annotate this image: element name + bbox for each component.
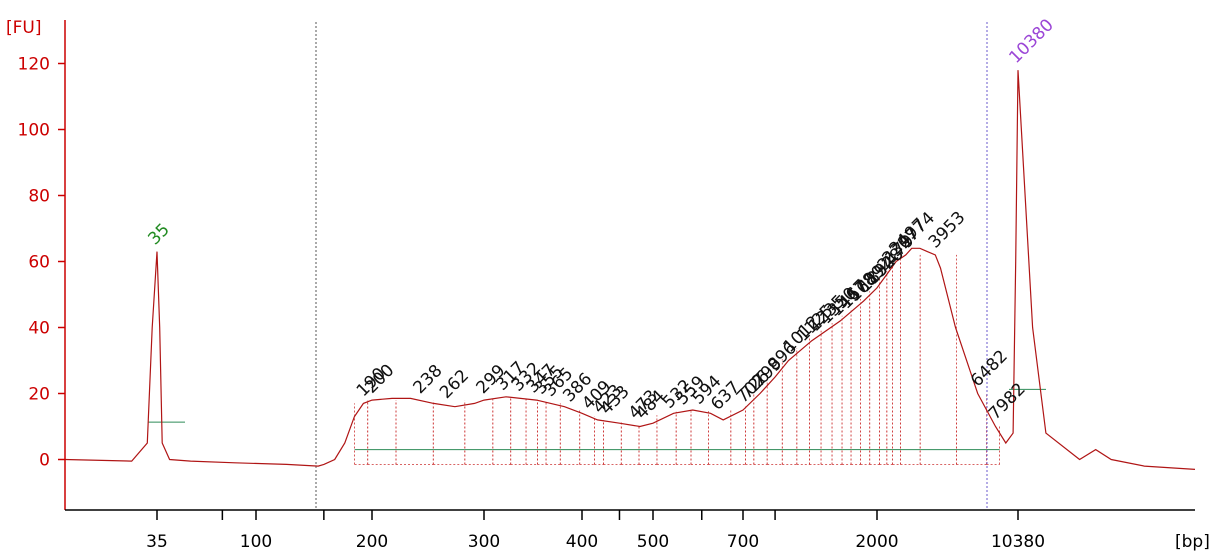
peak-region — [753, 393, 768, 465]
peak-region — [603, 421, 622, 465]
peak-region — [831, 323, 843, 465]
peak-region — [919, 254, 957, 465]
peak-baselines — [148, 388, 1046, 451]
y-tick-label: 100 — [18, 121, 50, 141]
peak-region — [820, 330, 833, 465]
peak-region — [594, 420, 604, 465]
peak-region — [675, 411, 692, 465]
peak-region — [869, 291, 880, 465]
x-tick-label: 400 — [566, 532, 598, 552]
peak-region — [841, 315, 852, 465]
peak-region — [879, 278, 888, 465]
peak-region — [986, 426, 1000, 465]
x-ticks: 35 100 200 300 400 500 700 2000 10380 — [146, 510, 1045, 552]
peak-region — [510, 398, 527, 465]
peak-regions — [354, 254, 1000, 465]
peak-region — [656, 415, 677, 465]
y-tick-label: 80 — [28, 187, 50, 207]
peak-region — [395, 400, 434, 465]
x-tick-label: 300 — [468, 532, 500, 552]
peak-region — [545, 403, 561, 465]
y-tick-label: 120 — [18, 55, 50, 75]
x-tick-label: 700 — [727, 532, 759, 552]
peak-region — [690, 411, 709, 465]
peak-region — [537, 401, 547, 465]
peak-region — [860, 299, 871, 465]
peak-region — [766, 377, 783, 465]
peak-region — [708, 417, 732, 465]
y-ticks: 0 20 40 60 80 100 120 — [18, 55, 65, 471]
peak-region — [730, 409, 746, 465]
axes — [64, 20, 1195, 511]
peak-region — [809, 338, 822, 465]
y-axis-label: [FU] — [6, 18, 42, 38]
marker-label: 10380 — [1005, 15, 1057, 67]
x-tick-label: 10380 — [991, 532, 1045, 552]
y-tick-label: 40 — [28, 319, 50, 339]
x-tick-label: 200 — [356, 532, 388, 552]
peak-region — [781, 359, 798, 465]
x-tick-label: 2000 — [855, 532, 898, 552]
x-tick-label: 100 — [240, 532, 272, 552]
x-tick-label: 500 — [637, 532, 669, 552]
y-tick-label: 0 — [39, 451, 50, 471]
y-tick-label: 20 — [28, 385, 50, 405]
peak-region — [464, 400, 494, 465]
x-tick-label: 35 — [146, 532, 168, 552]
peak-region — [579, 416, 595, 465]
marker-label: 35 — [144, 220, 173, 249]
peak-region — [796, 348, 810, 465]
peak-label: 6482 — [967, 346, 1012, 391]
peak-region — [886, 271, 893, 465]
signal-trace — [64, 70, 1196, 470]
peak-region — [492, 397, 512, 465]
y-tick-label: 60 — [28, 253, 50, 273]
peak-region — [850, 308, 861, 465]
peak-region — [638, 425, 658, 465]
peak-region — [432, 405, 466, 465]
peak-region — [367, 400, 397, 465]
peak-region — [525, 399, 538, 465]
peak-region — [956, 393, 987, 465]
x-axis-label: [bp] — [1175, 532, 1210, 552]
peak-region — [559, 408, 581, 465]
peak-region — [892, 261, 901, 465]
peak-region — [900, 255, 921, 465]
peak-region — [620, 425, 640, 465]
peak-label: 7982 — [985, 379, 1030, 424]
peak-region — [745, 405, 755, 465]
